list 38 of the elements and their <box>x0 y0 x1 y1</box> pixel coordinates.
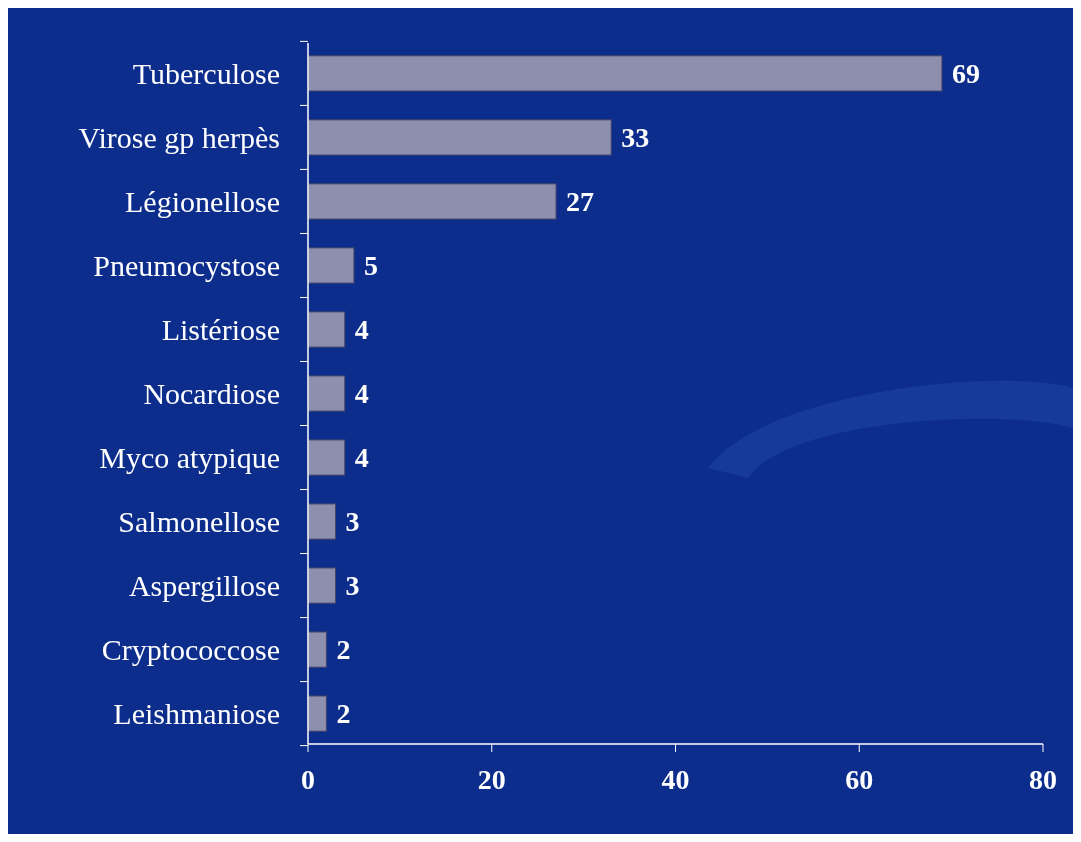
data-label: 4 <box>354 314 369 346</box>
y-tick-label: Légionellose <box>125 184 280 218</box>
y-tick-label: Virose gp herpès <box>78 120 280 154</box>
data-label: 33 <box>621 122 650 154</box>
data-label: 5 <box>363 250 378 282</box>
x-tick-label: 20 <box>477 764 506 795</box>
data-label: 3 <box>345 570 360 602</box>
bar <box>307 183 557 220</box>
x-tick-label: 60 <box>845 764 874 795</box>
x-tick-label: 80 <box>1029 764 1057 795</box>
bar <box>307 247 355 284</box>
data-label: 3 <box>345 506 360 538</box>
y-tick-label: Aspergillose <box>128 569 280 603</box>
bar <box>307 311 346 348</box>
data-label: 69 <box>951 58 980 90</box>
bar <box>307 55 943 92</box>
data-label: 4 <box>354 442 369 474</box>
y-tick-label: Salmonellose <box>118 505 280 539</box>
data-label: 2 <box>336 698 351 730</box>
bar <box>307 503 337 540</box>
bar <box>307 631 327 668</box>
x-tick-label: 40 <box>661 764 690 795</box>
y-tick-label: Pneumocystose <box>93 248 280 282</box>
bar <box>307 375 346 412</box>
x-tick-label: 0 <box>301 764 315 795</box>
data-label: 27 <box>566 186 595 218</box>
bar <box>307 567 337 604</box>
y-tick-label: Nocardiose <box>143 377 280 410</box>
bar <box>307 695 327 732</box>
y-tick-label: Cryptococcose <box>101 633 280 667</box>
bar <box>307 439 346 476</box>
bar <box>307 119 612 156</box>
y-tick-label: Leishmaniose <box>113 697 280 731</box>
y-tick-label: Tuberculose <box>132 56 280 90</box>
data-label: 4 <box>354 378 369 410</box>
y-tick-label: Myco atypique <box>99 441 280 475</box>
y-tick-label: Listériose <box>161 312 280 346</box>
data-label: 2 <box>336 634 351 666</box>
